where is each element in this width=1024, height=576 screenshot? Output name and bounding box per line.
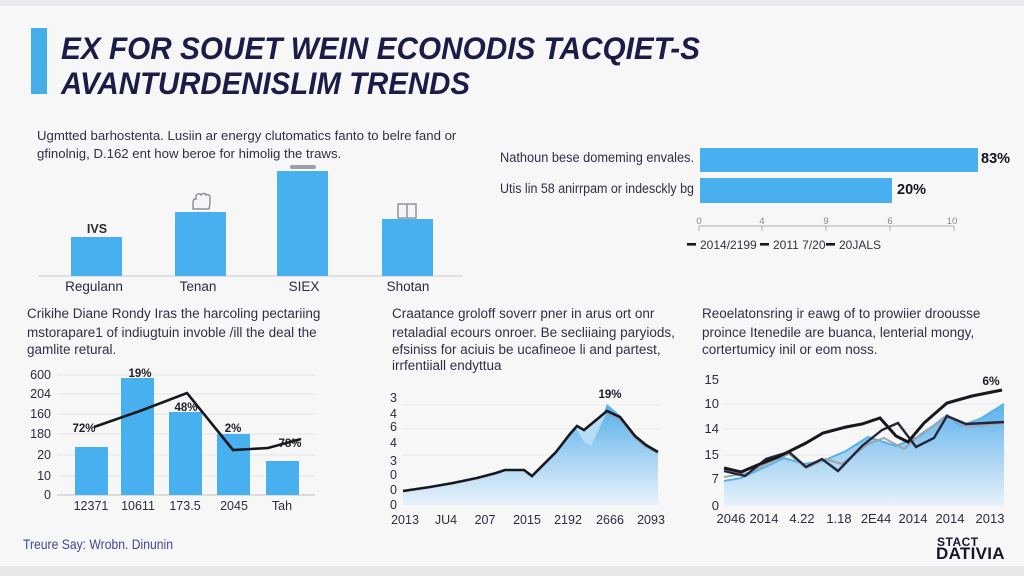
svg-text:DATIVIA: DATIVIA	[936, 544, 1005, 563]
svg-text:Reoelatonsring ir eawg of to p: Reoelatonsring ir eawg of to prowiier dr…	[702, 306, 980, 321]
svg-text:10: 10	[37, 469, 51, 483]
svg-text:78%: 78%	[278, 438, 301, 450]
svg-text:gamlite retural.: gamlite retural.	[27, 342, 116, 357]
svg-text:3: 3	[390, 454, 397, 468]
svg-text:retaladial ecours onroer. Be s: retaladial ecours onroer. Be secliiaing …	[392, 325, 675, 340]
svg-text:Shotan: Shotan	[387, 279, 430, 294]
svg-text:2014: 2014	[936, 511, 965, 526]
svg-text:2%: 2%	[225, 423, 242, 435]
svg-text:2045: 2045	[220, 499, 248, 513]
svg-text:83%: 83%	[981, 151, 1010, 167]
svg-text:2014: 2014	[899, 511, 928, 526]
svg-text:48%: 48%	[174, 402, 197, 414]
svg-text:10: 10	[947, 216, 958, 227]
svg-text:15: 15	[705, 447, 719, 462]
svg-text:4: 4	[759, 216, 764, 227]
svg-text:10: 10	[705, 396, 719, 411]
svg-text:4.22: 4.22	[789, 511, 814, 526]
svg-text:2014/2199: 2014/2199	[700, 238, 757, 252]
svg-text:20: 20	[37, 448, 51, 462]
svg-text:204: 204	[30, 387, 51, 401]
svg-text:0: 0	[390, 498, 397, 512]
svg-text:AVANTURDENISLIM TRENDS: AVANTURDENISLIM TRENDS	[60, 65, 470, 101]
svg-text:Ugmtted barhostenta. Lusiin ar: Ugmtted barhostenta. Lusiin ar energy cl…	[37, 128, 457, 143]
svg-text:2192: 2192	[554, 513, 582, 527]
svg-text:Utis lin 58 anirrpam or indesc: Utis lin 58 anirrpam or indesckly bg	[500, 181, 694, 196]
svg-text:2013: 2013	[976, 511, 1005, 526]
svg-text:Tenan: Tenan	[180, 279, 217, 294]
svg-text:0: 0	[44, 488, 51, 502]
svg-text:Tah: Tah	[272, 499, 292, 513]
svg-text:160: 160	[30, 407, 51, 421]
svg-text:2E44: 2E44	[861, 511, 891, 526]
svg-text:600: 600	[30, 368, 51, 382]
svg-text:0: 0	[390, 483, 397, 497]
svg-text:0: 0	[390, 468, 397, 482]
svg-text:0: 0	[696, 216, 701, 227]
svg-text:JU4: JU4	[435, 513, 457, 527]
svg-text:IVS: IVS	[87, 222, 107, 236]
svg-text:6: 6	[390, 420, 397, 434]
svg-text:173.5: 173.5	[169, 499, 200, 513]
svg-text:10611: 10611	[121, 499, 155, 513]
svg-text:7: 7	[712, 471, 719, 486]
svg-text:Craatance groloff soverr pner: Craatance groloff soverr pner in arus or…	[392, 306, 655, 321]
svg-text:SIEX: SIEX	[289, 279, 320, 294]
svg-text:Treure Say: Wrobn. Dinunin: Treure Say: Wrobn. Dinunin	[23, 537, 173, 552]
svg-text:14: 14	[705, 421, 719, 436]
svg-text:efsiniss for aciuis be ucafine: efsiniss for aciuis be ucafineoe li and …	[392, 342, 661, 357]
svg-text:20JALS: 20JALS	[839, 238, 881, 252]
svg-text:2093: 2093	[637, 513, 665, 527]
svg-text:9: 9	[823, 216, 828, 227]
svg-text:19%: 19%	[128, 368, 151, 380]
svg-text:2015: 2015	[513, 513, 541, 527]
svg-text:Regulann: Regulann	[65, 279, 123, 294]
svg-text:3: 3	[390, 391, 397, 405]
svg-text:2011 7/20: 2011 7/20	[773, 238, 826, 252]
svg-text:Nathoun bese domeming envales.: Nathoun bese domeming envales.	[500, 150, 694, 165]
svg-text:EX FOR SOUET WEIN ECONODIS TAC: EX FOR SOUET WEIN ECONODIS TACQIET-S	[61, 30, 700, 66]
svg-text:4: 4	[390, 436, 397, 450]
svg-text:19%: 19%	[598, 389, 621, 401]
svg-text:cortertumicy inil or eom noss.: cortertumicy inil or eom noss.	[702, 342, 878, 357]
svg-text:proince Itenedile are buanca,: proince Itenedile are buanca, lenterial …	[702, 325, 974, 340]
svg-text:20%: 20%	[897, 182, 926, 198]
svg-text:15: 15	[705, 372, 719, 387]
svg-text:2014: 2014	[750, 511, 779, 526]
svg-text:2013: 2013	[391, 513, 419, 527]
svg-text:6%: 6%	[982, 374, 1000, 388]
svg-text:72%: 72%	[72, 423, 95, 435]
svg-text:4: 4	[390, 407, 397, 421]
svg-text:6: 6	[887, 216, 892, 227]
svg-text:12371: 12371	[74, 499, 109, 513]
svg-text:mstorapare1 of indiugtuin invo: mstorapare1 of indiugtuin invoble /ill t…	[27, 325, 317, 340]
svg-text:irrfentiiall endyttua: irrfentiiall endyttua	[392, 358, 502, 373]
svg-text:gfinolnig, D.162 ent how beroe: gfinolnig, D.162 ent how beroe for himol…	[37, 146, 341, 161]
svg-text:180: 180	[30, 427, 51, 441]
svg-text:2046: 2046	[717, 511, 746, 526]
svg-text:207: 207	[475, 513, 496, 527]
svg-text:STACT: STACT	[937, 535, 979, 549]
svg-text:1.18: 1.18	[826, 511, 851, 526]
svg-text:2666: 2666	[596, 513, 624, 527]
svg-text:0: 0	[712, 498, 719, 513]
svg-text:Crikihe Diane Rondy Iras the h: Crikihe Diane Rondy Iras the harcoling p…	[27, 306, 320, 321]
